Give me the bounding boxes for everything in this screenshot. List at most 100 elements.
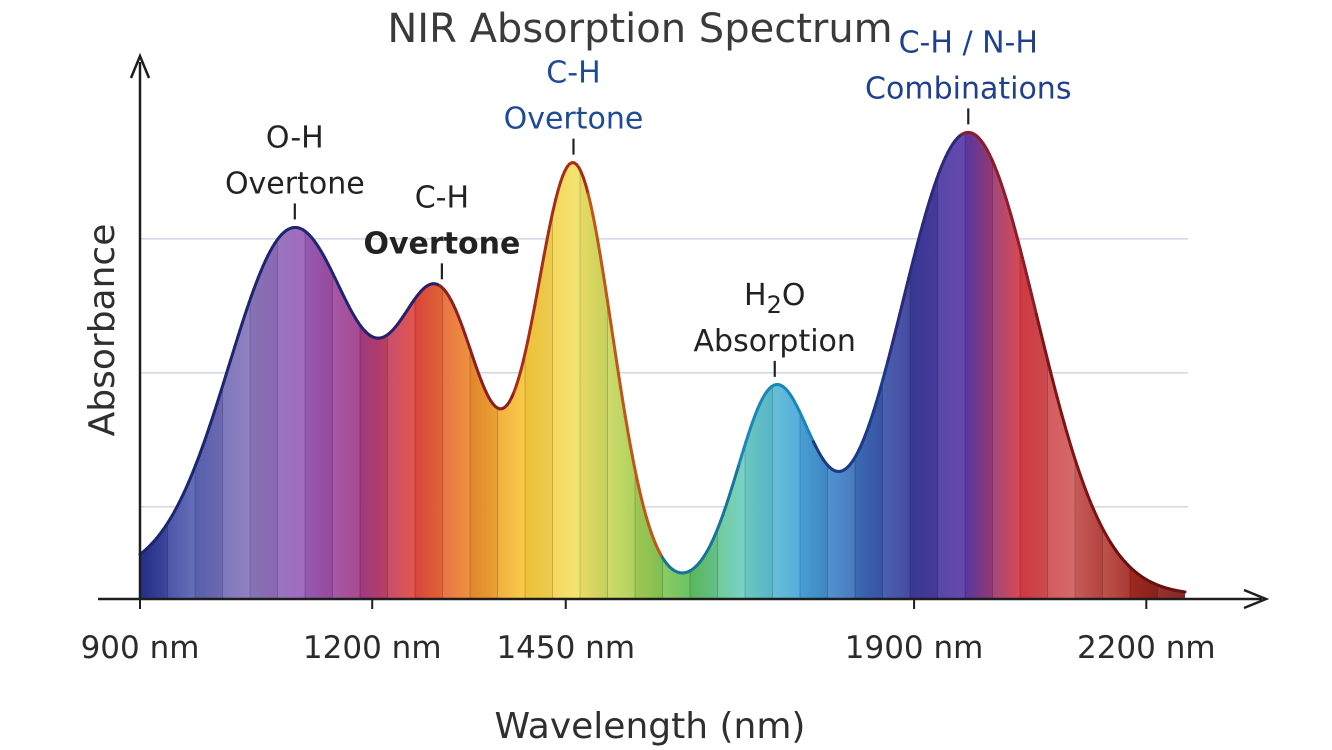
spectrum-outline-segment	[607, 310, 613, 329]
x-tick-label-0: 900 nm	[81, 630, 200, 666]
spectrum-outline-segment	[628, 441, 634, 458]
spectrum-band	[195, 132, 223, 598]
y-axis-label: Absorbance	[82, 224, 123, 437]
annotation-label-1-1: Overtone	[363, 226, 520, 261]
spectrum-outline-segment	[623, 415, 630, 432]
spectrum-outline-segment	[598, 251, 604, 269]
spectrum-outline-segment	[904, 276, 911, 289]
spectrum-outline-segment	[1041, 341, 1048, 354]
spectrum-outline-segment	[595, 237, 602, 255]
spectrum-outline-segment	[616, 371, 623, 390]
spectrum-outline-segment	[900, 295, 906, 308]
x-tick-label-3: 1900 nm	[845, 630, 984, 666]
spectrum-outline-segment	[535, 278, 541, 295]
axes	[98, 52, 1270, 610]
spectrum-band	[992, 132, 1020, 598]
spectrum-outline-segment	[549, 207, 555, 222]
spectrum-outline-segment	[640, 497, 646, 510]
spectrum-outline-segment	[1044, 350, 1050, 364]
spectrum-outline-segment	[528, 316, 534, 332]
spectrum-outline-segment	[626, 428, 632, 445]
spectrum-outline-segment	[530, 304, 537, 320]
spectrum-outline-segment	[914, 240, 920, 253]
spectrum-outline-segment	[911, 249, 918, 262]
spectrum-outline-segment	[586, 192, 593, 206]
x-axis-label: Wavelength (nm)	[495, 706, 806, 747]
spectrum-band	[415, 132, 443, 598]
spectrum-band	[965, 132, 993, 598]
spectrum-outline-segment	[637, 487, 644, 501]
spectrum-band	[580, 132, 608, 598]
spectrum-outline-segment	[619, 386, 625, 404]
annotation-label-2-1: Overtone	[504, 102, 644, 137]
spectrum-band	[937, 132, 965, 598]
spectrum-outline-segment	[1020, 256, 1027, 269]
spectrum-outline-segment	[1018, 247, 1024, 260]
x-tick-label-2: 1450 nm	[496, 630, 635, 666]
spectrum-outline	[138, 130, 1187, 594]
spectrum-outline-segment	[621, 400, 627, 419]
spectrum-band	[1130, 132, 1158, 598]
annotation-label-4-0: C-H / N-H	[899, 25, 1038, 60]
peak-annotations: O-H Overtone C-H Overtone C-H Overtone H2O Abso…	[225, 25, 1071, 377]
spectrum-outline-segment	[602, 279, 609, 298]
spectrum-outline-segment	[902, 285, 908, 299]
spectrum-outline-segment	[886, 350, 892, 363]
spectrum-band	[1102, 132, 1130, 598]
spectrum-outline-segment	[605, 294, 611, 314]
spectrum-outline-segment	[1039, 331, 1045, 345]
spectrum-outline-segment	[547, 218, 553, 233]
spectrum-outline-segment	[1027, 284, 1034, 297]
spectrum-outline-segment	[1053, 387, 1059, 400]
spectrum-outline-segment	[907, 267, 913, 280]
spectrum-outline-segment	[909, 258, 915, 271]
spectrum-outline-segment	[551, 197, 558, 211]
spectrum-outline-segment	[1030, 293, 1036, 307]
spectrum-outline-segment	[542, 241, 548, 257]
spectrum-band	[497, 132, 525, 598]
annotation-label-0-0: O-H	[266, 120, 324, 155]
spectrum-outline-segment	[521, 349, 527, 363]
spectrum-band	[1047, 132, 1075, 598]
spectrum-outline-segment	[895, 314, 901, 327]
x-ticks: 900 nm 1200 nm 1450 nm 1900 nm 2200 nm	[81, 599, 1216, 666]
spectrum-outline-segment	[1037, 322, 1043, 335]
spectrum-band	[140, 132, 168, 598]
spectrum-outline-segment	[519, 359, 525, 372]
annotation-label-1-0: C-H	[415, 180, 469, 215]
spectrum-outline-segment	[593, 224, 599, 241]
spectrum-band	[635, 132, 663, 598]
spectrum-band	[222, 132, 250, 598]
spectrum-outline-segment	[1051, 378, 1057, 391]
annotation-label-3-1: Absorption	[694, 324, 856, 359]
spectrum-outline-segment	[526, 328, 532, 343]
x-tick-label-1: 1200 nm	[303, 630, 442, 666]
spectrum-outline-segment	[1025, 274, 1031, 288]
spectrum-outline-segment	[635, 477, 641, 491]
annotation-label-3-0: H2O	[744, 278, 805, 319]
spectrum-band	[1157, 132, 1185, 598]
spectrum-outline-segment	[1023, 265, 1029, 278]
spectrum-outline-segment	[1046, 360, 1052, 373]
spectrum-outline-segment	[630, 454, 637, 470]
spectrum-band	[332, 132, 360, 598]
spectrum-outline-segment	[533, 291, 539, 308]
spectrum-outline-segment	[633, 466, 639, 481]
spectrum-outline-segment	[537, 266, 544, 282]
spectrum-outline-segment	[888, 341, 894, 354]
spectrum-outline-segment	[883, 359, 890, 372]
spectrum-outline-segment	[540, 253, 546, 270]
spectrum-outline-segment	[600, 265, 606, 283]
spectrum-band	[855, 132, 883, 598]
spectrum-outline-segment	[1016, 238, 1022, 251]
spectrum-outline-segment	[893, 323, 899, 336]
y-axis-arrow-icon	[129, 52, 151, 79]
spectrum-outline-segment	[1032, 303, 1038, 316]
spectrum-band	[910, 132, 938, 598]
spectrum-band	[662, 132, 690, 598]
spectrum-outline-segment	[890, 332, 897, 345]
chart-title: NIR Absorption Spectrum	[387, 6, 892, 52]
spectrum-outline-segment	[523, 339, 530, 353]
spectrum-outline-segment	[1034, 312, 1041, 326]
